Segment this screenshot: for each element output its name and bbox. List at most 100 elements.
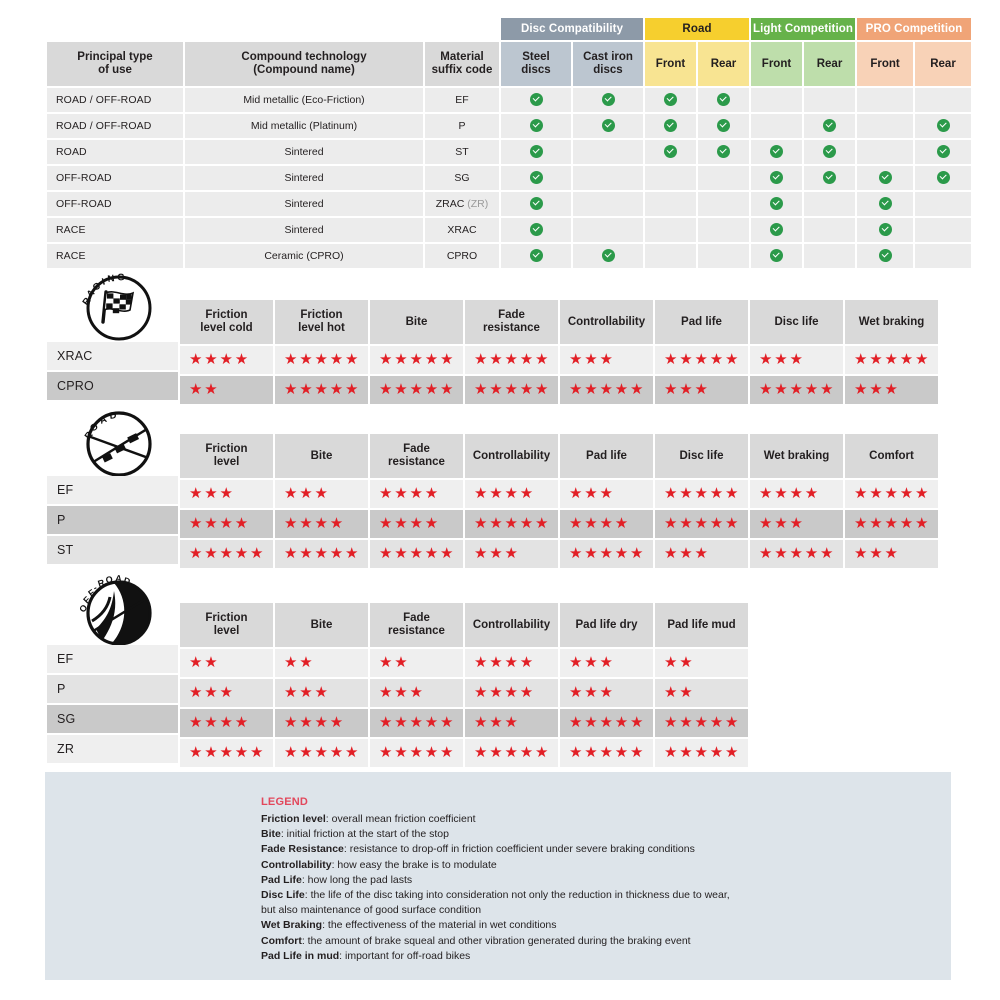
road-rating-cell-4: ★★★★: [560, 510, 653, 538]
compat-check-cell-3: [698, 88, 749, 112]
compat-check-cell-0: [501, 88, 571, 112]
star-rating: ★★★: [759, 350, 805, 368]
compat-row: ROAD / OFF-ROAD Mid metallic (Platinum) P: [47, 114, 972, 138]
star-rating: ★★★★: [474, 484, 535, 502]
racing-header-row: Friction level cold Friction level hot Bite F…: [180, 300, 938, 344]
check-icon: [529, 223, 543, 237]
racing-col-header-6: Disc life: [750, 300, 843, 344]
svg-text:N: N: [107, 273, 115, 285]
check-icon: [770, 223, 783, 237]
road-rating-cell-2: ★★★★: [370, 480, 463, 508]
star-rating: ★★★: [284, 484, 330, 502]
star-rating: ★★: [664, 683, 695, 701]
star-rating: ★★★★: [284, 514, 345, 532]
offroad-label-row: P: [47, 675, 178, 703]
star-rating: ★★★: [854, 380, 900, 398]
check-icon: [770, 171, 783, 185]
check-icon: [936, 119, 950, 133]
compat-check-cell-5: [804, 244, 856, 268]
compat-check-cell-7: [915, 166, 972, 190]
racing-rating-cell-7: ★★★★★: [845, 346, 938, 374]
star-rating: ★★★: [569, 683, 615, 701]
star-rating: ★★: [189, 380, 220, 398]
check-icon: [770, 197, 783, 211]
compat-col-header-6: Rear: [698, 42, 749, 86]
road-col-header-5: Disc life: [655, 434, 748, 478]
racing-rating-cell-3: ★★★★★: [465, 376, 558, 404]
compat-check-cell-2: [645, 192, 696, 216]
compat-row: ROAD / OFF-ROAD Mid metallic (Eco-Frictio…: [47, 88, 972, 112]
racing-col-header-7: Wet braking: [845, 300, 938, 344]
compat-use-cell: ROAD / OFF-ROAD: [47, 114, 183, 138]
compat-code-cell: ZRAC (ZR): [425, 192, 499, 216]
compat-check-cell-0: [501, 114, 571, 138]
offroad-label-row: EF: [47, 645, 178, 673]
star-rating: ★★★★: [189, 713, 250, 731]
svg-text:O: O: [77, 603, 89, 614]
road-rating-cell-6: ★★★★★: [750, 540, 843, 568]
legend-entry: Pad Life: how long the pad lasts: [261, 873, 413, 886]
compat-check-cell-6: [857, 166, 914, 190]
compat-check-cell-4: [751, 140, 802, 164]
compat-check-cell-6: [857, 192, 914, 216]
star-rating: ★★★★★: [664, 743, 741, 761]
star-rating: ★★★★★: [284, 350, 361, 368]
offroad-rating-cell-5: ★★★★★: [655, 709, 748, 737]
compat-check-cell-7: [915, 114, 972, 138]
star-rating: ★★★★★: [664, 484, 741, 502]
road-label-row: EF: [47, 476, 178, 504]
compat-code-cell: CPRO: [425, 244, 499, 268]
road-rating-cell-6: ★★★: [750, 510, 843, 538]
compat-check-cell-7: [915, 218, 972, 242]
offroad-ratings-table: Friction level Bite Fade resistance Controlla…: [178, 601, 750, 769]
star-rating: ★★★★: [379, 514, 440, 532]
check-icon: [717, 93, 730, 107]
road-stars-row: ★★★★★★★★★★★★★★★★★★★★★★★★★★★★★★★★★★: [180, 510, 938, 538]
offroad-rating-cell-1: ★★★★: [275, 709, 368, 737]
compat-compound-cell: Ceramic (CPRO): [185, 244, 423, 268]
road-rating-cell-1: ★★★★: [275, 510, 368, 538]
star-rating: ★★★: [379, 683, 425, 701]
offroad-rating-cell-3: ★★★★: [465, 679, 558, 707]
racing-col-header-1: Friction level hot: [275, 300, 368, 344]
offroad-rating-cell-5: ★★: [655, 649, 748, 677]
road-rating-cell-0: ★★★★: [180, 510, 273, 538]
road-ratings-table: Friction level Bite Fade resistance Controlla…: [178, 432, 940, 570]
offroad-rating-cell-5: ★★★★★: [655, 739, 748, 767]
compat-check-cell-4: [751, 244, 802, 268]
compat-check-cell-6: [857, 88, 914, 112]
check-icon: [717, 145, 730, 159]
svg-text:A: A: [98, 414, 109, 427]
offroad-rating-cell-0: ★★★: [180, 679, 273, 707]
star-rating: ★★★★: [189, 514, 250, 532]
road-header-row: Friction level Bite Fade resistance Controlla…: [180, 434, 938, 478]
star-rating: ★★★★★: [474, 350, 551, 368]
compat-check-cell-2: [645, 166, 696, 190]
star-rating: ★★: [664, 653, 695, 671]
check-icon: [878, 197, 892, 211]
racing-row-label: CPRO: [47, 372, 178, 400]
offroad-rating-cell-4: ★★★: [560, 679, 653, 707]
check-icon: [601, 249, 615, 263]
compat-check-cell-5: [804, 88, 856, 112]
road-stars-row: ★★★★★★★★★★★★★★★★★★★★★★★★★★★★★★★★★★: [180, 540, 938, 568]
racing-rating-cell-4: ★★★: [560, 346, 653, 374]
compat-col-header-5: Front: [645, 42, 696, 86]
compat-check-cell-1: [573, 114, 643, 138]
offroad-col-header-3: Controllability: [465, 603, 558, 647]
star-rating: ★★★★: [569, 514, 630, 532]
road-rating-cell-1: ★★★: [275, 480, 368, 508]
check-icon: [717, 119, 730, 133]
legend-entry: Disc Life: the life of the disc taking i…: [261, 889, 730, 902]
star-rating: ★★★★★: [759, 380, 836, 398]
road-rating-cell-7: ★★★★★: [845, 510, 938, 538]
compat-check-cell-5: [804, 166, 856, 190]
star-rating: ★★★★★: [474, 514, 551, 532]
star-rating: ★★★★★: [664, 514, 741, 532]
road-rating-cell-3: ★★★★★: [465, 510, 558, 538]
offroad-rating-cell-3: ★★★★: [465, 649, 558, 677]
compat-check-cell-1: [573, 166, 643, 190]
star-rating: ★★★★★: [664, 713, 741, 731]
offroad-rating-cell-0: ★★: [180, 649, 273, 677]
compat-use-cell: RACE: [47, 218, 183, 242]
